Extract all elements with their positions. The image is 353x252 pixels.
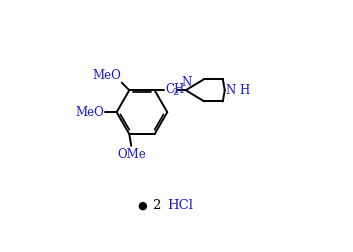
Text: CH: CH (165, 83, 185, 96)
Text: ●: ● (137, 200, 147, 210)
Text: MeO: MeO (92, 69, 121, 82)
Text: 2: 2 (173, 88, 179, 97)
Text: N H: N H (226, 84, 251, 97)
Text: HCl: HCl (167, 198, 193, 211)
Text: OMe: OMe (118, 148, 146, 161)
Text: 2: 2 (152, 198, 160, 211)
Text: MeO: MeO (75, 106, 104, 119)
Text: N: N (181, 76, 191, 88)
